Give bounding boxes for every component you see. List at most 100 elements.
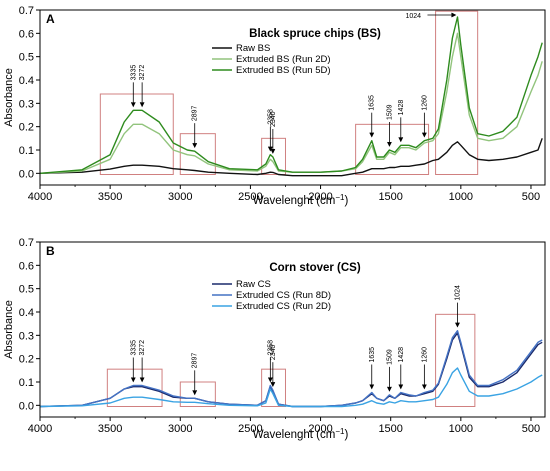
peak-arrowhead (422, 384, 427, 390)
peak-label: 3335 (130, 65, 137, 81)
x-tick-label: 1000 (449, 191, 473, 203)
y-axis-label: Absorbance (3, 300, 15, 359)
x-tick-label: 1500 (378, 191, 402, 203)
peak-label: 1024 (405, 13, 421, 20)
x-tick-label: 4000 (28, 191, 52, 203)
y-tick-label: 0.0 (19, 400, 34, 412)
x-tick-label: 2500 (238, 191, 262, 203)
y-axis-label: Absorbance (3, 68, 15, 127)
peak-label: 1635 (369, 95, 376, 111)
series-line (39, 138, 543, 177)
peak-arrowhead (369, 384, 375, 390)
y-tick-label: 0.2 (19, 354, 34, 366)
legend-entry: Extruded BS (Run 2D) (236, 54, 331, 65)
y-tick-label: 0.4 (19, 307, 34, 319)
legend-entry: Extruded BS (Run 5D) (236, 65, 331, 76)
peak-arrowhead (270, 148, 276, 154)
peak-label: 1428 (398, 347, 405, 363)
highlight-box (435, 10, 479, 175)
y-tick-label: 0.6 (19, 28, 34, 40)
y-tick-label: 0.4 (19, 75, 34, 87)
peak-arrowhead (387, 386, 392, 392)
peak-arrowhead (267, 377, 273, 383)
peak-arrowhead (267, 146, 273, 152)
panel-label: A (46, 12, 55, 26)
peak-arrowhead (455, 322, 460, 328)
peak-label: 1509 (386, 349, 393, 365)
x-tick-label: 4000 (28, 423, 52, 435)
peak-label: 3272 (139, 65, 146, 81)
highlight-box (179, 381, 216, 407)
highlight-box (179, 133, 216, 176)
peak-arrowhead (422, 132, 427, 138)
x-tick-label: 500 (522, 423, 540, 435)
x-axis-label: Wavelenght (cm−1) (253, 427, 349, 442)
highlight-box (435, 313, 476, 408)
plot-frame (39, 241, 546, 418)
peak-label: 3335 (130, 340, 137, 356)
legend-entry: Extruded CS (Run 2D) (236, 301, 331, 312)
series-line (39, 16, 543, 174)
y-tick-label: 0.6 (19, 260, 34, 272)
series-line (39, 367, 543, 408)
y-tick-label: 0.5 (19, 52, 34, 64)
y-tick-label: 0.7 (19, 237, 34, 249)
plot-frame (39, 9, 546, 186)
peak-label: 2358 (267, 340, 274, 356)
series-line (39, 330, 543, 408)
peak-arrowhead (398, 384, 404, 390)
peak-label: 1260 (421, 95, 428, 111)
x-tick-label: 2500 (238, 423, 262, 435)
peak-label: 2358 (267, 109, 274, 125)
peak-label: 2340 (270, 111, 277, 127)
highlight-box (106, 368, 163, 407)
y-tick-label: 0.1 (19, 145, 34, 157)
highlight-box (261, 137, 286, 175)
series-line (39, 32, 543, 174)
y-tick-label: 0.3 (19, 98, 34, 110)
x-tick-label: 1500 (378, 423, 402, 435)
peak-arrowhead (270, 381, 276, 388)
x-tick-label: 3000 (168, 423, 192, 435)
peak-arrowhead (192, 390, 198, 396)
x-axis-label: Wavelenght (cm−1) (253, 193, 349, 208)
legend-entry: Raw BS (236, 43, 270, 54)
peak-arrowhead (369, 132, 375, 138)
x-tick-label: 3500 (98, 423, 122, 435)
highlight-box (99, 93, 174, 175)
peak-arrowhead (451, 12, 457, 18)
peak-label: 1024 (454, 285, 461, 301)
peak-label: 3272 (139, 340, 146, 356)
peak-label: 1428 (398, 100, 405, 116)
peak-arrowhead (192, 142, 198, 149)
y-tick-label: 0.1 (19, 377, 34, 389)
highlight-box (355, 123, 430, 176)
x-tick-label: 2000 (308, 423, 332, 435)
peak-label: 2897 (192, 105, 199, 121)
chart-title: Corn stover (CS) (269, 262, 361, 274)
peak-arrowhead (139, 377, 145, 383)
peak-label: 1509 (386, 104, 393, 120)
peak-label: 1260 (421, 347, 428, 363)
x-tick-label: 2000 (308, 191, 332, 203)
peak-arrowhead (130, 377, 136, 383)
chart-title: Black spruce chips (BS) (249, 28, 381, 40)
peak-label: 2897 (192, 353, 199, 369)
y-tick-label: 0.3 (19, 330, 34, 342)
peak-arrowhead (387, 141, 392, 147)
peak-label: 2340 (270, 344, 277, 360)
peak-arrowhead (139, 102, 145, 108)
highlight-box (261, 368, 286, 407)
peak-label: 1635 (369, 347, 376, 363)
x-tick-label: 3000 (168, 191, 192, 203)
y-tick-label: 0.0 (19, 168, 34, 180)
panel-label: B (46, 244, 55, 258)
x-tick-label: 3500 (98, 191, 122, 203)
y-tick-label: 0.2 (19, 122, 34, 134)
y-tick-label: 0.7 (19, 5, 34, 17)
x-tick-label: 1000 (449, 423, 473, 435)
x-tick-label: 500 (522, 191, 540, 203)
